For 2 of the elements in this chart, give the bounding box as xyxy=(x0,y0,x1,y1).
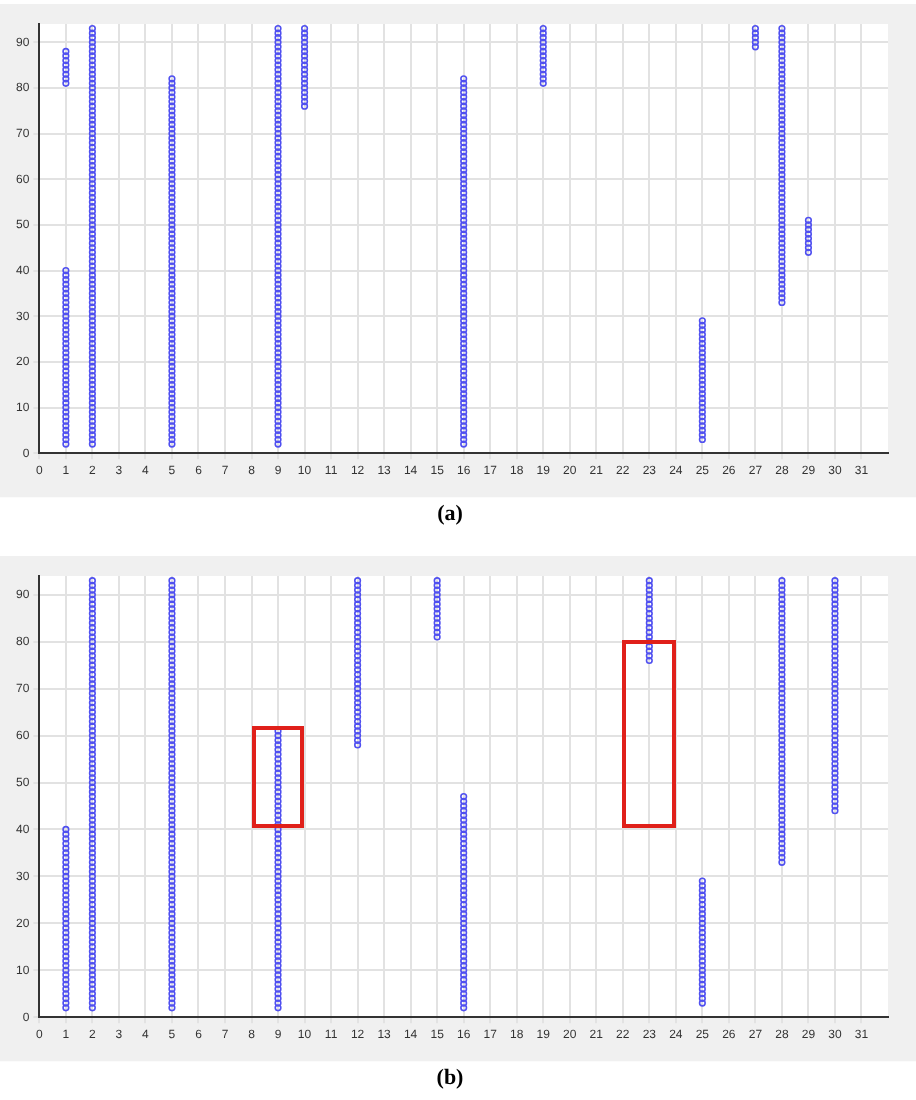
text: (b) xyxy=(436,1066,465,1091)
text: (a) xyxy=(437,502,464,527)
